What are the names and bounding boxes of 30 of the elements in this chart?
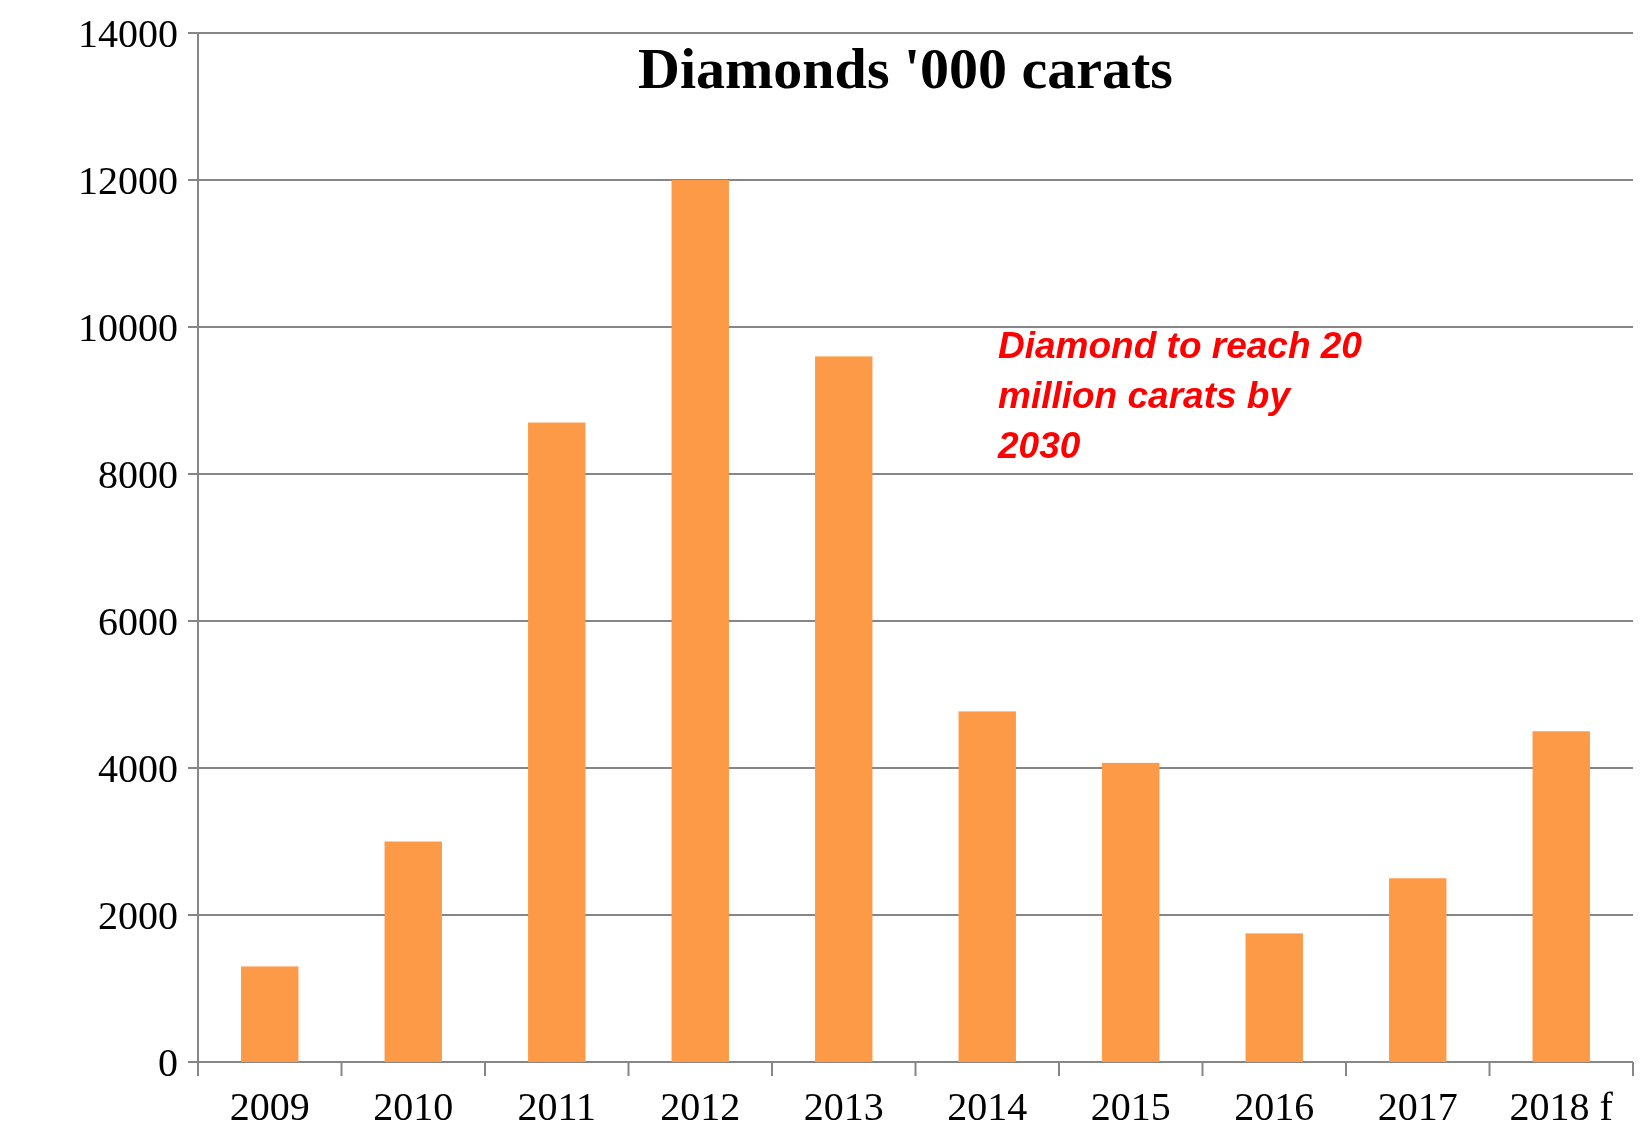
y-tick-label: 0: [158, 1040, 178, 1085]
bar: [1102, 762, 1160, 1062]
x-tick-label: 2017: [1377, 1084, 1458, 1129]
y-tick-label: 12000: [78, 158, 178, 203]
y-tick-label: 2000: [98, 893, 178, 938]
bar: [384, 841, 442, 1062]
x-tick-label: 2012: [660, 1084, 741, 1129]
x-tick-label: 2013: [803, 1084, 884, 1129]
annotation: Diamond to reach 20 million carats by 2030: [997, 325, 1363, 466]
y-tick-label: 6000: [98, 599, 178, 644]
bar: [528, 422, 586, 1062]
bar: [1389, 878, 1447, 1062]
bar: [241, 966, 299, 1062]
bar: [1245, 933, 1303, 1062]
bar: [815, 356, 873, 1062]
y-tick-label: 14000: [78, 11, 178, 56]
x-tick-label: 2010: [373, 1084, 454, 1129]
x-tick-label: 2016: [1234, 1084, 1315, 1129]
x-tick-label: 2011: [517, 1084, 597, 1129]
y-tick-label: 4000: [98, 746, 178, 791]
bar: [958, 711, 1016, 1062]
x-tick-label: 2014: [947, 1084, 1028, 1129]
y-tick-label: 8000: [98, 452, 178, 497]
x-tick-label: 2009: [229, 1084, 310, 1129]
y-tick-label: 10000: [78, 305, 178, 350]
x-tick-label: 2015: [1090, 1084, 1171, 1129]
x-tick-label: 2018 f: [1509, 1084, 1614, 1129]
bar: [671, 180, 729, 1062]
bar: [1532, 731, 1590, 1062]
chart-title: Diamonds '000 carats: [638, 36, 1173, 101]
